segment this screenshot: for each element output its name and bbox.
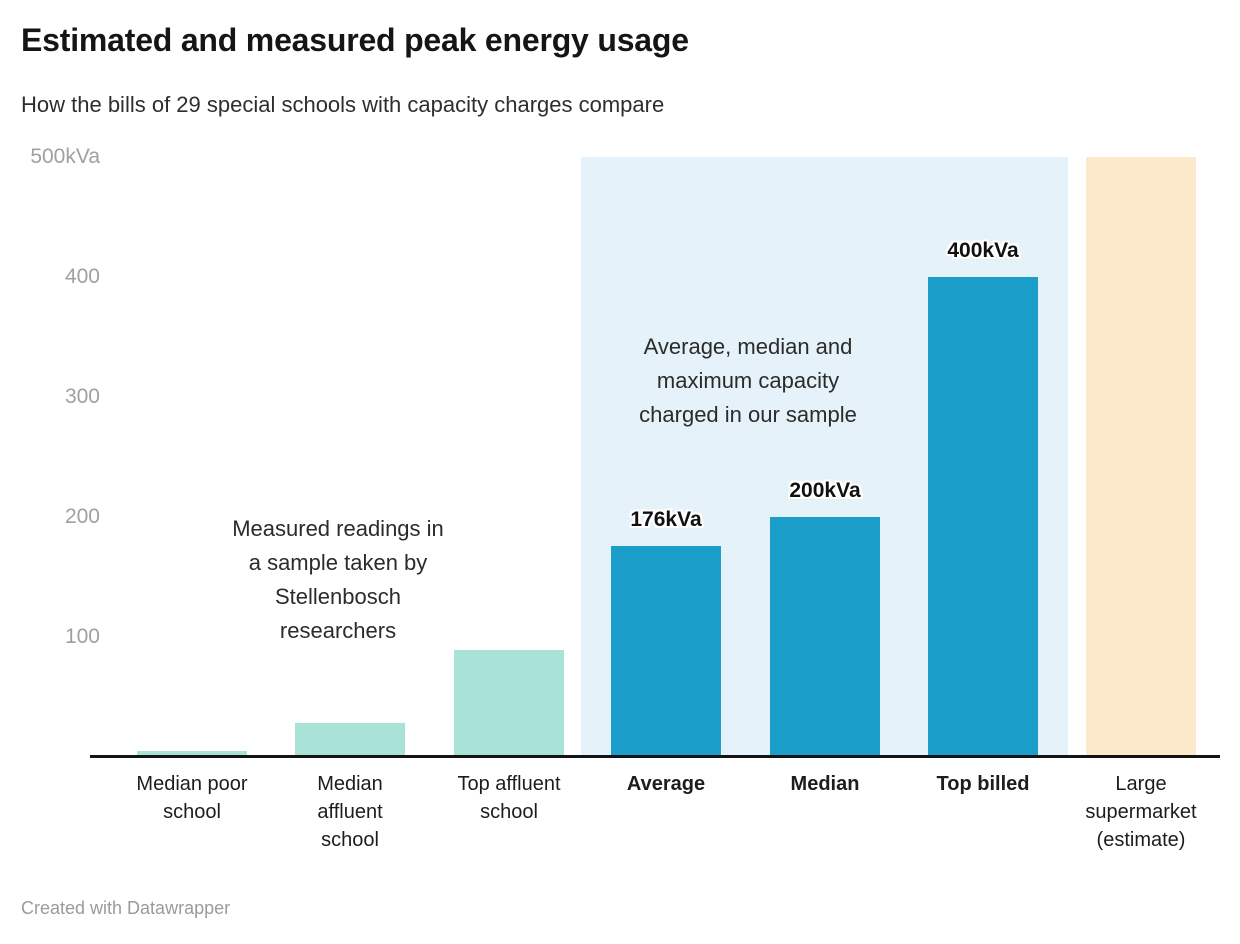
- x-axis-label-median-poor-school: Median poor school: [136, 773, 248, 823]
- x-axis-label-average: Average: [626, 773, 706, 795]
- y-axis-tick-label: 400: [64, 265, 100, 288]
- annotation-capacity-sample: Average, median and maximum capacity cha…: [639, 334, 857, 427]
- x-axis-label-large-supermarket: Large supermarket (estimate): [1085, 773, 1197, 851]
- x-axis-baseline: [90, 755, 1220, 758]
- x-axis-label-median: Median: [790, 773, 860, 795]
- y-axis-tick-label: 200: [64, 505, 100, 528]
- bar-large-supermarket: [1086, 157, 1196, 757]
- chart-title: Estimated and measured peak energy usage: [21, 22, 689, 58]
- value-label-average: 176kVa: [630, 507, 702, 531]
- annotation-measured-readings: Measured readings in a sample taken by S…: [232, 516, 444, 643]
- bar-top-billed: [928, 277, 1038, 757]
- bar-median: [770, 517, 880, 757]
- bar-average: [611, 545, 721, 757]
- y-axis-tick-label: 500kVa: [30, 145, 100, 168]
- bar-median-poor-school: [137, 751, 247, 757]
- value-label-median: 200kVa: [789, 479, 861, 502]
- x-axis-label-top-billed: Top billed: [936, 773, 1030, 795]
- x-axis-label-median-affluent-school: Median affluent school: [317, 773, 383, 851]
- value-label-top-billed: 400kVa: [947, 239, 1019, 262]
- x-axis-label-top-affluent-school: Top affluent school: [457, 773, 561, 823]
- datawrapper-credit-link[interactable]: Created with Datawrapper: [21, 898, 231, 918]
- chart-subtitle: How the bills of 29 special schools with…: [21, 92, 665, 117]
- y-axis-tick-label: 300: [64, 385, 100, 408]
- bar-top-affluent-school: [454, 650, 564, 757]
- y-axis-tick-label: 100: [64, 625, 100, 648]
- bar-median-affluent-school: [295, 723, 405, 757]
